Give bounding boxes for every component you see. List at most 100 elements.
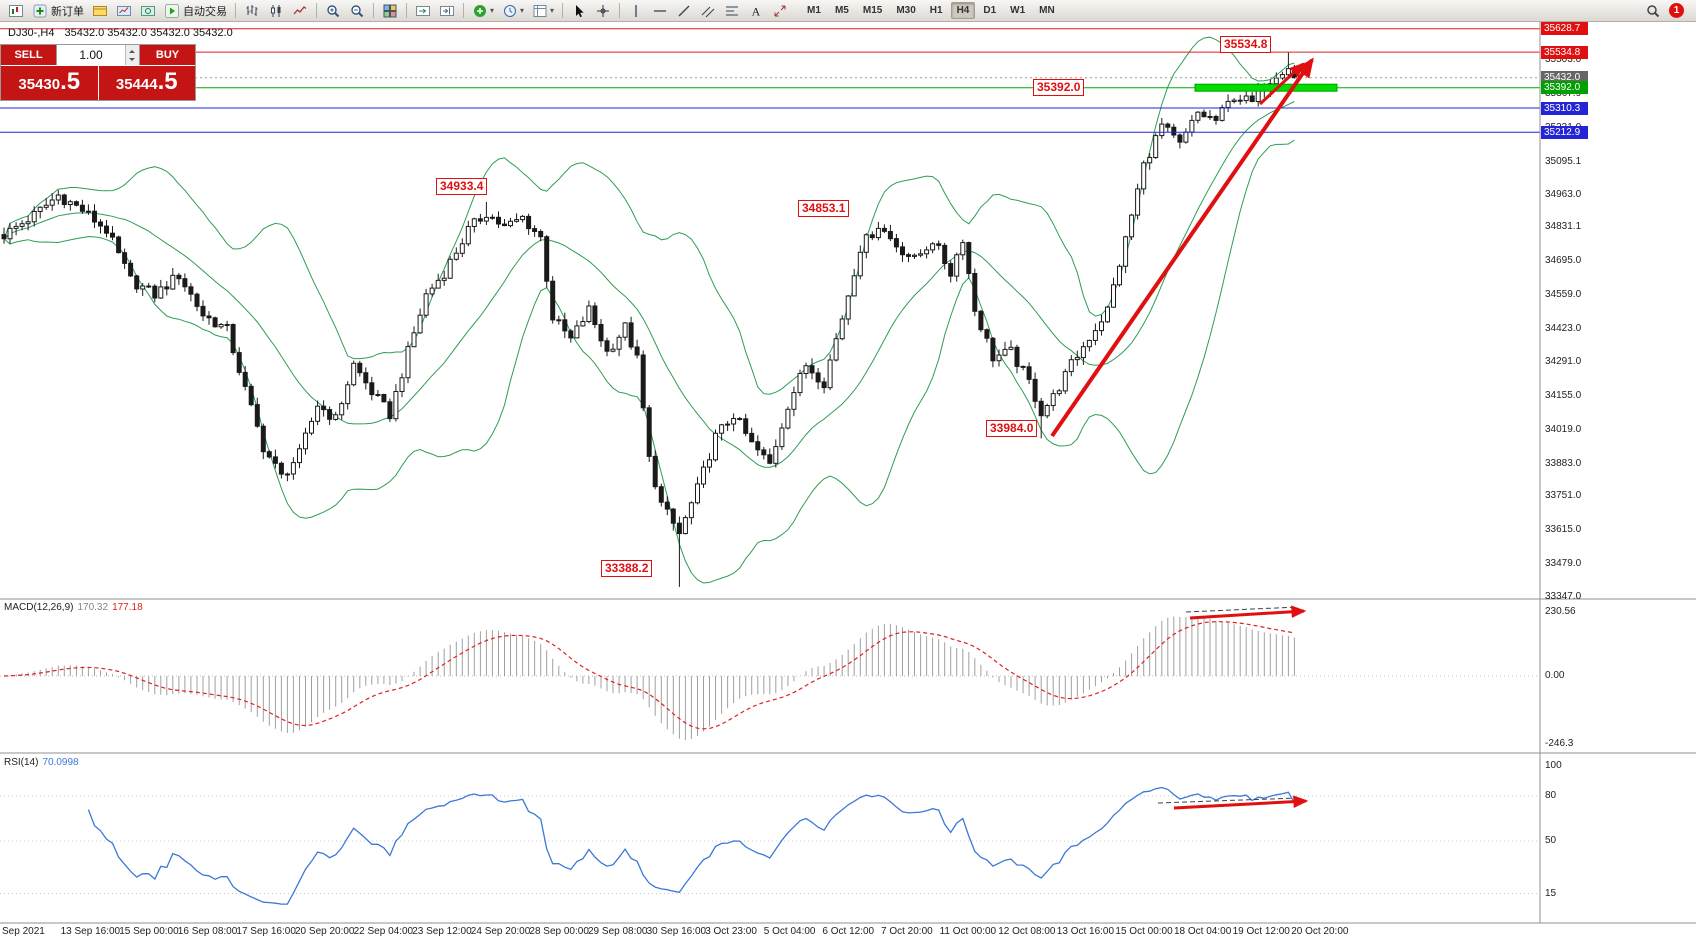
market-watch-icon xyxy=(117,5,131,16)
search-icon xyxy=(1647,4,1660,17)
indicators-icon xyxy=(474,4,486,17)
volume-input[interactable] xyxy=(57,45,125,65)
macd-signal-value: 177.18 xyxy=(112,602,143,613)
tile-windows-icon[interactable] xyxy=(379,1,401,21)
vertical-line-icon xyxy=(635,4,637,17)
search-button[interactable] xyxy=(1642,1,1664,21)
toolbar-separator xyxy=(619,3,621,18)
svg-text:A: A xyxy=(752,4,761,18)
fibonacci-icon xyxy=(726,6,739,15)
auto-scroll-icon xyxy=(416,5,430,16)
buy-button[interactable]: BUY xyxy=(140,45,195,65)
macd-name: MACD(12,26,9) xyxy=(4,602,74,613)
volume-increase-button[interactable] xyxy=(126,45,139,55)
volume-spinner xyxy=(125,45,139,65)
macd-signal-line xyxy=(3,621,1295,730)
terminal-panel-icon[interactable] xyxy=(89,1,111,21)
rsi-line xyxy=(87,786,1295,905)
timeframe-h1-button[interactable]: H1 xyxy=(929,5,943,16)
trendline-icon[interactable] xyxy=(673,1,695,21)
dropdown-caret-icon: ▾ xyxy=(550,6,555,15)
periods-icon xyxy=(504,4,517,17)
toolbar-separator xyxy=(463,3,464,18)
sell-price[interactable]: 35430.5 xyxy=(18,68,81,95)
rsi-indicator-label: RSI(14) 70.0998 xyxy=(4,757,79,768)
sell-button[interactable]: SELL xyxy=(1,45,56,65)
ohlc-bars-icon xyxy=(246,4,258,16)
macd-trend-arrow xyxy=(1189,605,1307,620)
trendline-icon xyxy=(678,5,690,16)
market-watch-icon[interactable] xyxy=(113,1,135,21)
crosshair-icon[interactable] xyxy=(592,1,614,21)
text-label-icon[interactable]: A xyxy=(745,1,767,21)
timeframe-switcher: M1 M5 M15 M30 H1 H4 D1 W1 MN xyxy=(800,2,1062,19)
macd-histogram xyxy=(9,616,1295,740)
line-chart-icon[interactable] xyxy=(289,1,311,21)
volume-decrease-button[interactable] xyxy=(126,55,139,65)
timeframe-w1-button[interactable]: W1 xyxy=(1010,5,1026,16)
indicators-icon[interactable]: ▾ xyxy=(469,1,497,21)
navigator-icon[interactable] xyxy=(137,1,159,21)
new-order-icon xyxy=(33,4,47,17)
arrows-tool-icon xyxy=(774,5,786,16)
zoom-in-icon[interactable] xyxy=(322,1,344,21)
bollinger-upper-band xyxy=(3,36,1295,395)
macd-indicator-label: MACD(12,26,9) 170.32 177.18 xyxy=(4,602,143,613)
main-trend-arrow xyxy=(1050,57,1314,438)
dashed-trend-segment xyxy=(1157,797,1299,804)
templates-icon xyxy=(533,4,547,17)
timeframe-m5-button[interactable]: M5 xyxy=(834,5,849,16)
toolbar: 新订单 自动交易 ▾ ▾ ▾ A M1 M5 M15 M30 H1 H4 D1 W1 MN 1 xyxy=(0,0,1696,22)
timeframe-d1-button[interactable]: D1 xyxy=(983,5,997,16)
horizontal-line-icon[interactable] xyxy=(649,1,671,21)
fibonacci-icon[interactable] xyxy=(721,1,743,21)
navigator-icon xyxy=(141,5,155,16)
breakout-arrow xyxy=(1258,62,1305,106)
timeframe-m15-button[interactable]: M15 xyxy=(862,5,883,16)
equidistant-channel-icon[interactable] xyxy=(697,1,719,21)
notification-badge[interactable]: 1 xyxy=(1669,3,1684,18)
templates-icon[interactable]: ▾ xyxy=(529,1,557,21)
horizontal-line-icon xyxy=(654,9,667,12)
dropdown-caret-icon: ▾ xyxy=(490,6,495,15)
one-click-trading-panel: SELL BUY 35430.5 35444.5 xyxy=(0,44,196,101)
volume-stepper xyxy=(56,45,140,65)
chart-shift-icon[interactable] xyxy=(436,1,458,21)
timeframe-m1-button[interactable]: M1 xyxy=(807,5,821,16)
timeframe-m30-button[interactable]: M30 xyxy=(896,5,916,16)
toolbar-separator xyxy=(373,3,374,18)
new-chart-icon[interactable] xyxy=(5,1,27,21)
timeframe-mn-button[interactable]: MN xyxy=(1039,5,1055,16)
periods-icon[interactable]: ▾ xyxy=(499,1,527,21)
ohlc-values: 35432.0 35432.0 35432.0 35432.0 xyxy=(64,27,233,39)
buy-price[interactable]: 35444.5 xyxy=(97,66,196,100)
cursor-icon xyxy=(576,4,584,17)
ohlc-bars-icon[interactable] xyxy=(241,1,263,21)
rsi-trend-arrow xyxy=(1173,795,1309,810)
vertical-line-icon[interactable] xyxy=(625,1,647,21)
auto-trading-button[interactable]: 自动交易 xyxy=(161,1,230,21)
rsi-value: 70.0998 xyxy=(42,757,79,768)
candlestick-series xyxy=(1,52,1297,587)
support-zone-band xyxy=(1194,83,1338,92)
text-label-icon: A xyxy=(752,4,761,18)
symbol-timeframe-label: DJ30-,H4 xyxy=(8,27,55,39)
zoom-out-icon[interactable] xyxy=(346,1,368,21)
new-order-button[interactable]: 新订单 xyxy=(29,1,87,21)
zoom-in-icon xyxy=(327,4,340,17)
chart-title: DJ30-,H4 35432.0 35432.0 35432.0 35432.0 xyxy=(8,27,233,39)
tile-windows-icon xyxy=(383,4,397,17)
new-order-button-label: 新订单 xyxy=(51,5,84,18)
toolbar-right-group: 1 xyxy=(1641,1,1692,21)
arrows-tool-icon[interactable] xyxy=(769,1,791,21)
candlesticks-icon xyxy=(271,4,281,17)
zoom-out-icon xyxy=(351,4,364,17)
candlesticks-icon[interactable] xyxy=(265,1,287,21)
auto-scroll-icon[interactable] xyxy=(412,1,434,21)
autotrade-play-icon xyxy=(165,3,179,18)
timeframe-h4-button[interactable]: H4 xyxy=(950,2,976,19)
cursor-icon[interactable] xyxy=(568,1,590,21)
